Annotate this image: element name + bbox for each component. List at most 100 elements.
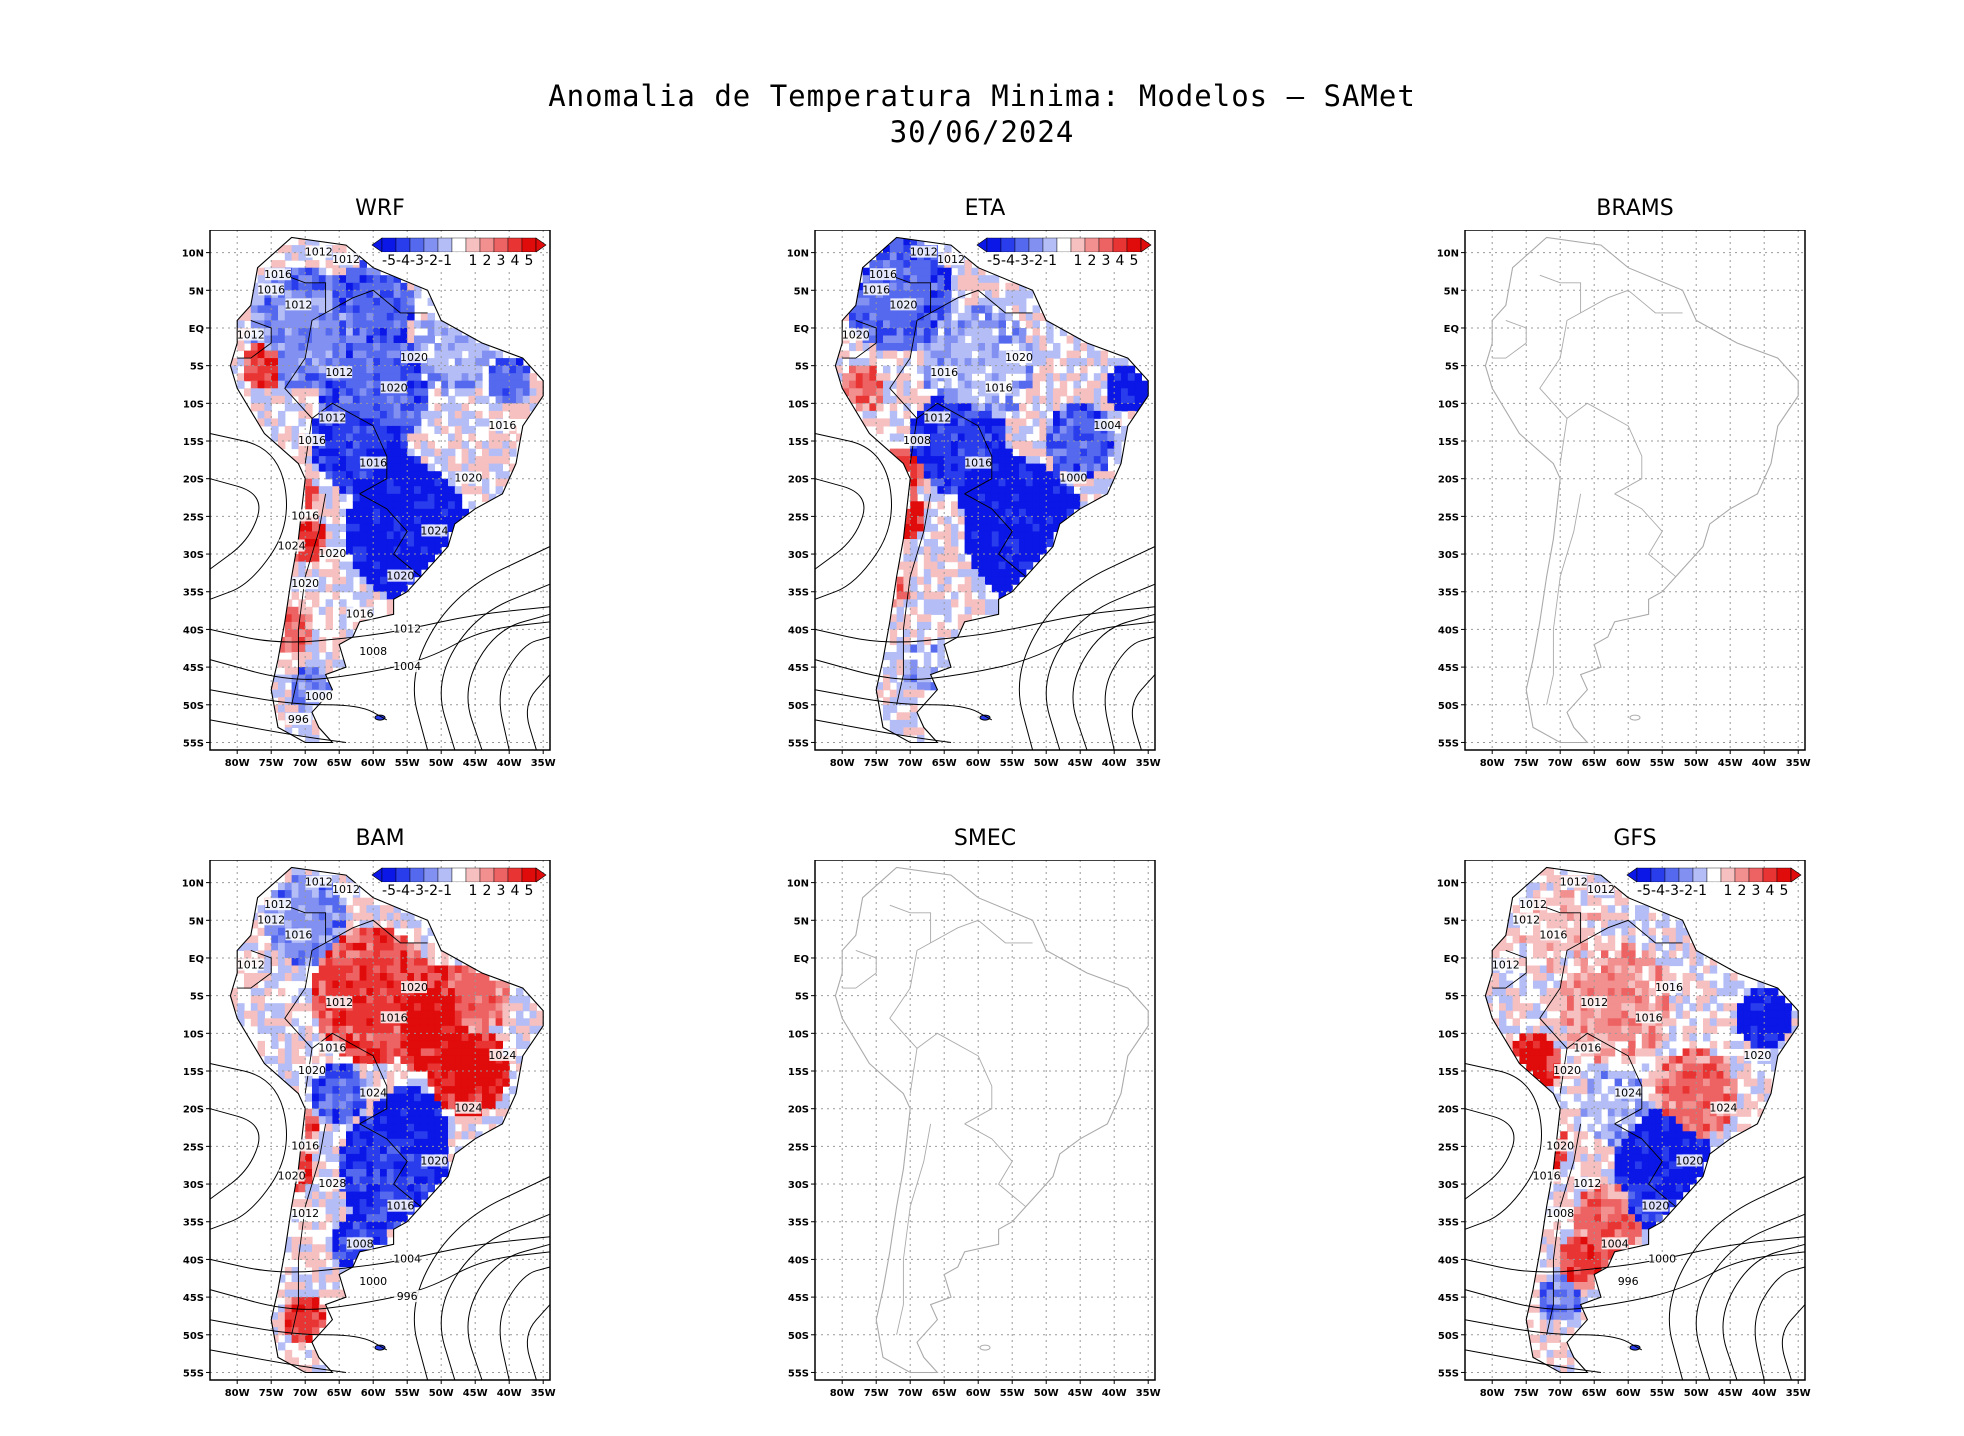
contour-label-bg [1554,1064,1580,1077]
contour-label: 1012 [1560,876,1588,889]
lon-tick-label: 35W [531,1388,556,1399]
lat-tick-label: 5S [795,992,809,1003]
contour-label-bg [910,245,937,258]
contour-label: 1020 [291,577,319,590]
lon-tick-label: 55W [395,758,420,769]
contour-label-bg [1574,1177,1601,1190]
colorbar-swatch [465,237,481,253]
lat-tick-label: 25S [183,1142,204,1153]
lon-tick-label: 70W [1548,758,1573,769]
lon-tick-label: 70W [293,758,318,769]
contour-label-bg [237,328,264,341]
lat-tick-label: 55S [788,1368,809,1379]
contour-label: 1016 [298,434,326,447]
colorbar-swatch [409,237,425,253]
graticule [1465,230,1805,750]
colorbar-swatch [1112,237,1128,253]
lon-tick-label: 50W [1034,758,1059,769]
contour-label: 1000 [1059,472,1087,485]
map-panel-gfs: 1012101210121012101610121012101610161016… [1437,860,1811,1399]
lat-tick-label: 50S [183,1331,204,1342]
colorbar-swatch [479,867,495,883]
lat-tick-label: 15S [183,1067,204,1078]
lon-tick-label: 70W [293,1388,318,1399]
contour-label-bg [394,622,421,635]
lat-tick-label: 35S [788,1218,809,1229]
lat-tick-label: 15S [1438,1067,1459,1078]
colorbar-eta: -5 -4 -3 -2 -1 1 2 3 4 5 [976,237,1152,269]
lat-tick-label: 10N [787,249,809,260]
lat-tick-label: 25S [1438,512,1459,523]
colorbar-tick: 1 [1724,883,1733,899]
colorbar-swatch [381,237,397,253]
contour-label: 1016 [985,381,1013,394]
contour-label-bg [1547,1139,1574,1152]
contour-label: 1016 [1539,928,1567,941]
colorbar-swatch [507,867,523,883]
colorbar-tick: 1 [469,253,478,269]
lon-tick-label: 60W [361,758,386,769]
lon-tick-label: 50W [429,1388,454,1399]
lat-tick-label: 15S [788,437,809,448]
contour-label-bg [278,539,305,552]
colorbar-tick: 5 [525,253,534,269]
falklands-islands [979,1344,991,1351]
contour-label-bg [258,913,285,926]
lon-tick-label: 35W [1786,758,1811,769]
contour-label: 1024 [359,1087,387,1100]
panel-title-smec: SMEC [953,826,1017,851]
contour-label: 1016 [318,1041,346,1054]
map-frame [814,230,1156,751]
lon-tick-label: 80W [225,1388,250,1399]
lat-tick-label: 20S [1438,475,1459,486]
contour-label: 1024 [488,1049,516,1062]
contour-label-bg [1560,875,1587,888]
colorbar-tick: 2 [483,253,492,269]
colorbar-swatch [521,237,537,253]
colorbar-tick: -1 [438,883,452,899]
contour-label: 1020 [278,1170,306,1183]
lon-tick-label: 55W [395,1388,420,1399]
contour-label: 1016 [359,457,387,470]
colorbar-tick: -5 [382,883,396,899]
contour-label-bg [870,268,896,281]
lat-tick-label: 5N [794,916,809,927]
contour-label: 1000 [1648,1252,1676,1265]
contour-label: 1024 [278,540,306,553]
lon-tick-label: 60W [966,758,991,769]
colorbar-tick: 1 [469,883,478,899]
contour-label-bg [1540,928,1567,941]
lat-tick-label: 25S [183,512,204,523]
lat-tick-label: 40S [788,625,809,636]
contour-label: 1008 [1546,1207,1574,1220]
lon-tick-label: 55W [1650,1388,1675,1399]
contour-label-bg [265,268,291,281]
contour-label-bg [278,1169,305,1182]
colorbar-swatch [1636,867,1652,883]
contour-label: 1008 [359,645,387,658]
colorbar-swatch [1084,237,1100,253]
colorbar-tick: 4 [511,883,520,899]
colorbar-swatch [1056,237,1072,253]
contour-label-bg [1581,996,1608,1009]
lat-tick-label: 55S [788,738,809,749]
colorbar-swatch [1706,867,1722,883]
contour-label: 1016 [346,607,374,620]
lat-tick-label: 5N [794,286,809,297]
contour-label-bg [237,958,264,971]
lat-tick-label: 35S [1438,588,1459,599]
contour-label-bg [292,1207,319,1220]
lon-tick-label: 50W [1684,1388,1709,1399]
lon-tick-label: 45W [1068,1388,1093,1399]
colorbar-tick: -4 [396,253,410,269]
contour-label: 1020 [1553,1064,1581,1077]
contour-label-bg [455,1101,482,1114]
colorbar-tick: -3 [410,253,424,269]
axis-labels: 10N 5N EQ 5S 10S 15S 20S 25S 30S 35S 40S 45S 50S 55S 8… [1437,249,1811,769]
contour-label: 1012 [264,898,292,911]
lat-tick-label: 45S [1438,663,1459,674]
contour-label-bg [333,253,359,266]
contour-label: 1016 [291,509,319,522]
contour-label-bg [401,981,427,994]
isobars-gfs [1464,1063,1806,1381]
